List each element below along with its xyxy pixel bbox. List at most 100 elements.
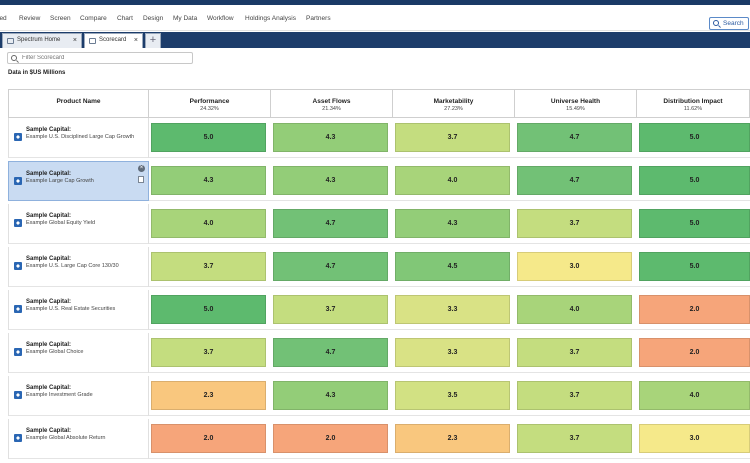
score-cell-distribution-impact[interactable]: 2.0 <box>639 295 750 324</box>
score-cell-universe-health[interactable]: 3.7 <box>517 381 632 410</box>
menu-item-saved[interactable]: ied <box>0 15 7 22</box>
column-header-label: Universe Health <box>550 98 601 105</box>
product-name-cell[interactable]: Sample Capital: Example Global Equity Yie… <box>8 204 149 244</box>
score-cell-distribution-impact[interactable]: 2.0 <box>639 338 750 367</box>
score-cell-universe-health[interactable]: 4.7 <box>517 166 632 195</box>
product-fund-name: Example Large Cap Growth <box>26 178 94 184</box>
menu-item-design[interactable]: Design <box>143 15 164 22</box>
score-cell-performance[interactable]: 2.3 <box>151 381 266 410</box>
product-company: Sample Capital: <box>26 127 72 133</box>
score-cell-universe-health[interactable]: 4.0 <box>517 295 632 324</box>
score-cell-marketability[interactable]: 3.3 <box>395 295 510 324</box>
score-cell-asset-flows[interactable]: 3.7 <box>273 295 388 324</box>
score-cell-asset-flows[interactable]: 4.3 <box>273 166 388 195</box>
product-icon <box>14 219 22 227</box>
score-cell-marketability[interactable]: 4.5 <box>395 252 510 281</box>
column-header-universe-health[interactable]: Universe Health 15.49% <box>515 89 637 118</box>
column-weight: 24.32% <box>200 106 219 112</box>
column-weight: 21.34% <box>322 106 341 112</box>
score-cell-asset-flows[interactable]: 2.0 <box>273 424 388 453</box>
product-name-cell[interactable]: Sample Capital: Example U.S. Real Estate … <box>8 290 149 330</box>
product-icon <box>14 305 22 313</box>
menu-item-screen[interactable]: Screen <box>50 15 71 22</box>
tab-scorecard[interactable]: Scorecard × <box>84 33 143 48</box>
score-cell-marketability[interactable]: 2.3 <box>395 424 510 453</box>
score-cell-asset-flows[interactable]: 4.7 <box>273 338 388 367</box>
product-name-cell[interactable]: Sample Capital: Example U.S. Large Cap Co… <box>8 247 149 287</box>
score-cell-asset-flows[interactable]: 4.7 <box>273 209 388 238</box>
score-cell-performance[interactable]: 2.0 <box>151 424 266 453</box>
menu-item-my-data[interactable]: My Data <box>173 15 198 22</box>
score-cell-universe-health[interactable]: 4.7 <box>517 123 632 152</box>
table-row[interactable]: Sample Capital: Example U.S. Disciplined … <box>8 118 750 158</box>
table-row[interactable]: Sample Capital: Example U.S. Large Cap Co… <box>8 247 750 287</box>
score-cell-distribution-impact[interactable]: 5.0 <box>639 166 750 195</box>
product-icon <box>14 133 22 141</box>
column-header-asset-flows[interactable]: Asset Flows 21.34% <box>271 89 393 118</box>
product-name-cell[interactable]: Sample Capital: Example Large Cap Growth × <box>8 161 149 201</box>
score-cell-distribution-impact[interactable]: 5.0 <box>639 252 750 281</box>
column-header-distribution-impact[interactable]: Distribution Impact 11.62% <box>637 89 750 118</box>
table-row[interactable]: Sample Capital: Example Global Absolute R… <box>8 419 750 459</box>
menu-item-holdings-analysis[interactable]: Holdings Analysis <box>245 15 296 22</box>
score-cell-asset-flows[interactable]: 4.3 <box>273 123 388 152</box>
menu-item-compare[interactable]: Compare <box>80 15 107 22</box>
column-header-product-name[interactable]: Product Name <box>8 89 149 118</box>
product-company: Sample Capital: <box>26 428 72 434</box>
column-header-performance[interactable]: Performance 24.32% <box>149 89 271 118</box>
product-fund-name: Example U.S. Real Estate Securities <box>26 306 116 312</box>
product-name-cell[interactable]: Sample Capital: Example Global Absolute R… <box>8 419 149 459</box>
close-icon[interactable]: × <box>72 37 77 44</box>
tab-spectrum-home[interactable]: Spectrum Home × <box>2 33 82 48</box>
product-name-cell[interactable]: Sample Capital: Example Global Choice <box>8 333 149 373</box>
column-header-marketability[interactable]: Marketability 27.23% <box>393 89 515 118</box>
score-cell-universe-health[interactable]: 3.7 <box>517 209 632 238</box>
tab-bar: Spectrum Home × Scorecard × + <box>0 32 750 48</box>
search-button[interactable]: Search <box>709 17 749 30</box>
score-cell-performance[interactable]: 4.3 <box>151 166 266 195</box>
score-cell-marketability[interactable]: 3.7 <box>395 123 510 152</box>
score-cell-marketability[interactable]: 4.3 <box>395 209 510 238</box>
table-row[interactable]: Sample Capital: Example U.S. Real Estate … <box>8 290 750 330</box>
score-cell-universe-health[interactable]: 3.7 <box>517 338 632 367</box>
score-cell-asset-flows[interactable]: 4.3 <box>273 381 388 410</box>
score-cell-performance[interactable]: 3.7 <box>151 252 266 281</box>
score-cell-universe-health[interactable]: 3.7 <box>517 424 632 453</box>
score-cell-performance[interactable]: 3.7 <box>151 338 266 367</box>
score-cell-performance[interactable]: 5.0 <box>151 123 266 152</box>
menu-item-workflow[interactable]: Workflow <box>207 15 234 22</box>
score-cell-distribution-impact[interactable]: 5.0 <box>639 209 750 238</box>
remove-row-icon[interactable]: × <box>138 165 145 172</box>
main-menu-bar: ied Review Screen Compare Chart Design M… <box>0 5 750 31</box>
score-cell-distribution-impact[interactable]: 3.0 <box>639 424 750 453</box>
document-icon[interactable] <box>138 176 144 183</box>
table-row[interactable]: Sample Capital: Example Global Choice 3.7 4… <box>8 333 750 373</box>
column-header-label: Marketability <box>433 98 474 105</box>
table-row[interactable]: Sample Capital: Example Investment Grade 2… <box>8 376 750 416</box>
menu-item-partners[interactable]: Partners <box>306 15 331 22</box>
product-name-cell[interactable]: Sample Capital: Example Investment Grade <box>8 376 149 416</box>
product-company: Sample Capital: <box>26 299 72 305</box>
score-cell-marketability[interactable]: 3.5 <box>395 381 510 410</box>
table-row[interactable]: Sample Capital: Example Large Cap Growth ×… <box>8 161 750 201</box>
table-row[interactable]: Sample Capital: Example Global Equity Yie… <box>8 204 750 244</box>
product-icon <box>14 348 22 356</box>
product-company: Sample Capital: <box>26 171 72 177</box>
product-fund-name: Example Global Equity Yield <box>26 220 96 226</box>
tab-label: Spectrum Home <box>17 37 61 43</box>
column-weight: 27.23% <box>444 106 463 112</box>
menu-item-chart[interactable]: Chart <box>117 15 133 22</box>
menu-item-review[interactable]: Review <box>19 15 41 22</box>
score-cell-distribution-impact[interactable]: 5.0 <box>639 123 750 152</box>
product-name-cell[interactable]: Sample Capital: Example U.S. Disciplined … <box>8 118 149 158</box>
score-cell-performance[interactable]: 4.0 <box>151 209 266 238</box>
score-cell-performance[interactable]: 5.0 <box>151 295 266 324</box>
score-cell-distribution-impact[interactable]: 4.0 <box>639 381 750 410</box>
score-cell-asset-flows[interactable]: 4.7 <box>273 252 388 281</box>
score-cell-marketability[interactable]: 3.3 <box>395 338 510 367</box>
filter-scorecard-input[interactable] <box>7 52 193 64</box>
add-tab-button[interactable]: + <box>145 33 161 48</box>
close-icon[interactable]: × <box>133 37 138 44</box>
score-cell-marketability[interactable]: 4.0 <box>395 166 510 195</box>
score-cell-universe-health[interactable]: 3.0 <box>517 252 632 281</box>
